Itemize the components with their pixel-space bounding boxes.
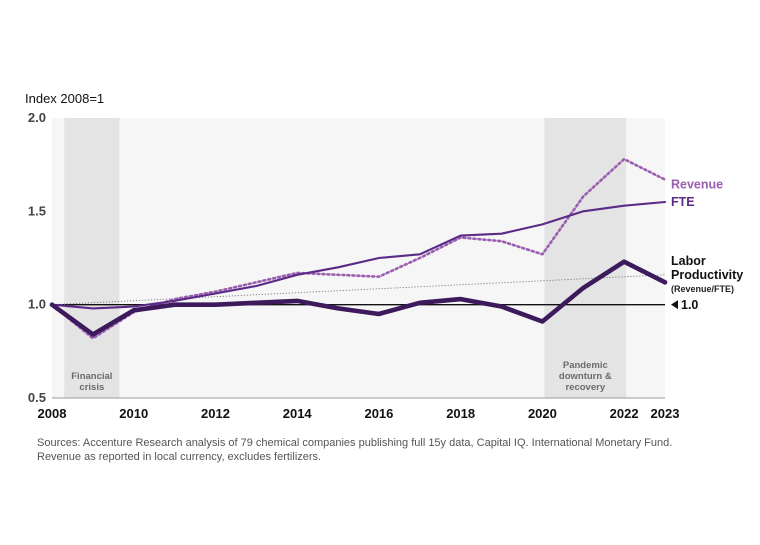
- x-tick-label: 2022: [610, 406, 639, 421]
- legend-fte: FTE: [671, 195, 695, 209]
- shaded-region-label: downturn &: [559, 371, 612, 382]
- x-tick-label: 2020: [528, 406, 557, 421]
- x-tick-label: 2008: [38, 406, 67, 421]
- x-tick-label: 2012: [201, 406, 230, 421]
- sources-note: Sources: Accenture Research analysis of …: [37, 437, 673, 463]
- shaded-region-2: [544, 118, 627, 398]
- y-axis-label: Index 2008=1: [25, 91, 104, 106]
- shaded-region-label: recovery: [565, 382, 605, 393]
- x-tick-label: 2018: [446, 406, 475, 421]
- x-tick-label: 2010: [119, 406, 148, 421]
- y-tick-label: 1.5: [28, 203, 46, 218]
- shaded-region-label: Pandemic: [563, 360, 608, 371]
- series-line-labor-productivity: [49, 259, 668, 337]
- trend-line: [51, 274, 666, 306]
- legend-labor-productivity: Productivity: [671, 268, 743, 282]
- legend-revenue: Revenue: [671, 178, 723, 192]
- legend-labor-productivity-sub: (Revenue/FTE): [671, 284, 734, 294]
- x-tick-label: 2014: [283, 406, 313, 421]
- shaded-region-label: crisis: [79, 382, 104, 393]
- y-tick-label: 0.5: [28, 390, 46, 405]
- shaded-region-1: [64, 118, 120, 398]
- x-tick-label: 2023: [651, 406, 680, 421]
- reference-marker-icon: [671, 300, 678, 310]
- x-tick-label: 2016: [364, 406, 393, 421]
- y-tick-label: 1.0: [28, 297, 46, 312]
- series-line-fte: [50, 200, 667, 310]
- y-tick-label: 2.0: [28, 110, 46, 125]
- shaded-region-label: Financial: [71, 371, 112, 382]
- reference-label: 1.0: [681, 298, 698, 312]
- legend-labor-productivity: Labor: [671, 254, 706, 268]
